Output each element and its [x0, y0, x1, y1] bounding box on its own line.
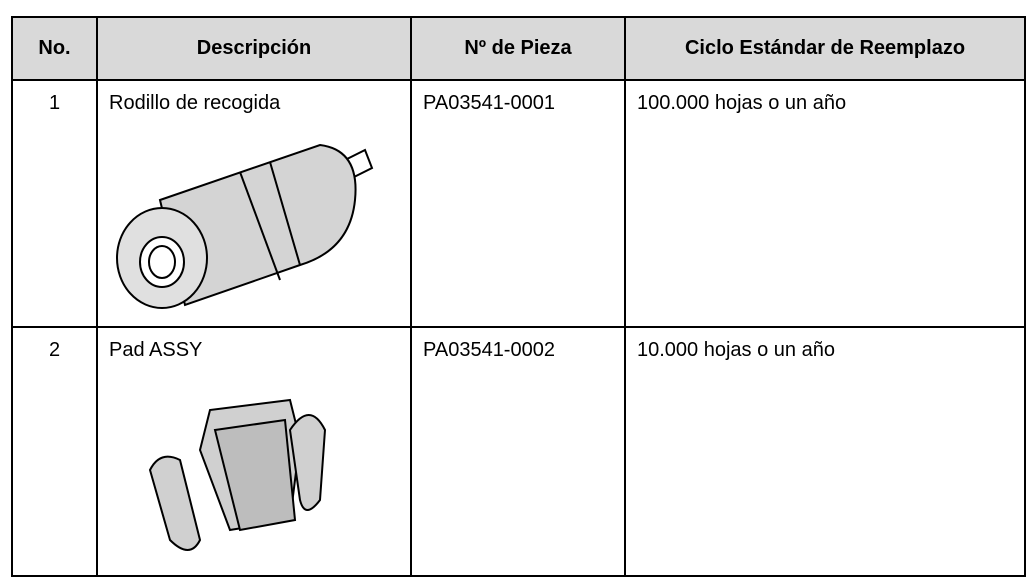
row-line [11, 79, 1026, 81]
table-cell: PA03541-0001 [423, 92, 555, 114]
table-cell: Pad ASSY [109, 339, 203, 361]
column-line [624, 17, 626, 576]
column-line [96, 17, 98, 576]
table-cell: PA03541-0002 [423, 339, 555, 361]
table-cell: Rodillo de recogida [109, 92, 281, 114]
column-line [1024, 17, 1026, 576]
pickup-roller-image [116, 143, 374, 309]
column-line [11, 17, 13, 576]
header-cell: Nº de Pieza [411, 17, 625, 80]
header-cell: Ciclo Estándar de Reemplazo [625, 17, 1025, 80]
table-cell: 1 [48, 92, 61, 114]
column-line [410, 17, 412, 576]
row-line [11, 16, 1026, 18]
row-line [11, 326, 1026, 328]
table-cell: 10.000 hojas o un año [637, 339, 835, 361]
table-cell: 100.000 hojas o un año [637, 92, 847, 114]
table-cell: 2 [48, 339, 61, 361]
header-cell: Descripción [97, 17, 411, 80]
header-cell: No. [12, 17, 97, 80]
pad-assy-image [148, 398, 327, 551]
